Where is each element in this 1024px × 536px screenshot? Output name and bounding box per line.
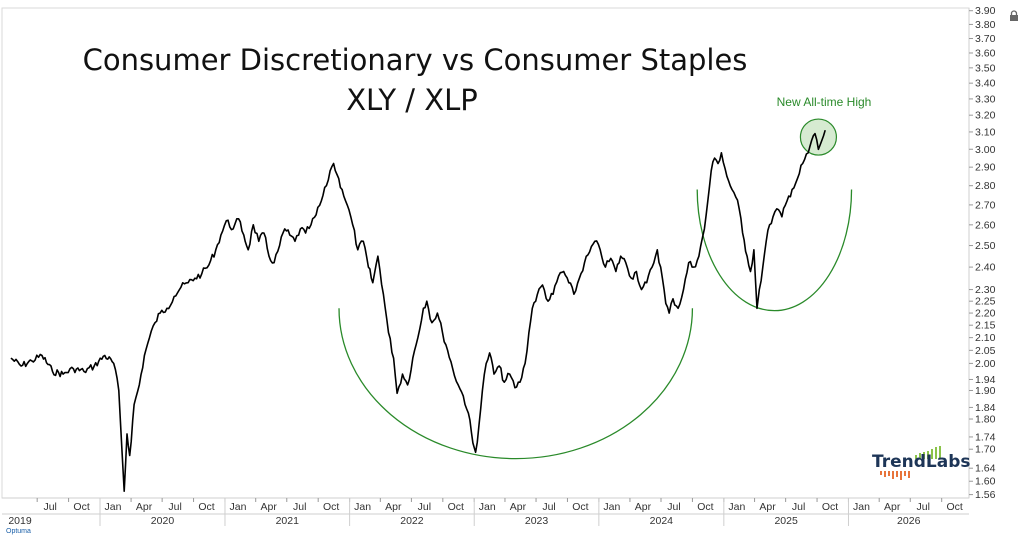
- x-month-label: Apr: [385, 501, 402, 513]
- y-tick-label: 3.80: [975, 19, 996, 31]
- trendlabs-logo: TrendLabs: [872, 446, 971, 480]
- y-tick-label: 2.40: [975, 262, 996, 274]
- series-layer: [10, 129, 826, 492]
- x-month-label: Jan: [603, 501, 620, 513]
- y-tick-label: 2.15: [975, 320, 996, 332]
- x-year-label: 2021: [276, 515, 300, 527]
- x-month-label: Jan: [105, 501, 122, 513]
- x-month-label: Jul: [792, 501, 805, 513]
- y-tick-label: 2.00: [975, 358, 996, 370]
- x-year-label: 2019: [8, 515, 32, 527]
- y-tick-label: 3.90: [975, 5, 996, 17]
- x-month-label: Jul: [667, 501, 680, 513]
- y-tick-label: 1.64: [975, 463, 996, 475]
- x-month-label: Jan: [354, 501, 371, 513]
- x-month-label: Jul: [168, 501, 181, 513]
- y-tick-label: 2.25: [975, 296, 996, 308]
- y-tick-label: 3.10: [975, 126, 996, 138]
- x-month-label: Jul: [418, 501, 431, 513]
- y-tick-label: 1.80: [975, 414, 996, 426]
- x-month-label: Oct: [323, 501, 339, 513]
- y-tick-label: 1.84: [975, 402, 996, 414]
- x-year-label: 2020: [151, 515, 175, 527]
- x-month-label: Oct: [448, 501, 464, 513]
- x-month-label: Apr: [261, 501, 278, 513]
- source-label: Optuma: [6, 528, 31, 535]
- y-tick-label: 3.30: [975, 93, 996, 105]
- x-year-label: 2022: [400, 515, 424, 527]
- y-tick-label: 3.50: [975, 62, 996, 74]
- y-tick-label: 1.70: [975, 444, 996, 456]
- x-month-label: Jul: [43, 501, 56, 513]
- x-year-label: 2024: [650, 515, 674, 527]
- y-tick-label: 2.50: [975, 240, 996, 252]
- x-month-label: Oct: [697, 501, 713, 513]
- x-month-label: Jul: [917, 501, 930, 513]
- y-tick-label: 3.40: [975, 78, 996, 90]
- x-month-label: Jan: [853, 501, 870, 513]
- arc-small-base: [696, 189, 853, 312]
- y-axis: 3.90 3.80 3.70 3.60 3.50 3.40 3.30 3.20 3.10 3.00…: [969, 5, 996, 501]
- y-tick-label: 2.10: [975, 332, 996, 344]
- chart-subtitle: XLY / XLP: [346, 83, 478, 117]
- x-month-label: Oct: [572, 501, 588, 513]
- x-month-label: Jan: [728, 501, 745, 513]
- x-month-label: Oct: [822, 501, 838, 513]
- x-month-label: Oct: [198, 501, 214, 513]
- y-tick-label: 1.60: [975, 476, 996, 488]
- x-month-label: Apr: [635, 501, 652, 513]
- y-tick-label: 2.05: [975, 345, 996, 357]
- y-tick-label: 3.70: [975, 33, 996, 45]
- logo-bars-bottom: [880, 471, 910, 480]
- x-month-label: Apr: [510, 501, 527, 513]
- y-tick-label: 2.90: [975, 162, 996, 174]
- x-year-label: 2025: [774, 515, 798, 527]
- plot-frame: [1, 7, 970, 499]
- y-tick-label: 2.30: [975, 284, 996, 296]
- x-month-label: Oct: [947, 501, 963, 513]
- y-tick-label: 1.94: [975, 374, 996, 386]
- x-year-label: 2023: [525, 515, 549, 527]
- x-month-label: Apr: [759, 501, 776, 513]
- x-month-label: Jan: [230, 501, 247, 513]
- x-month-label: Jul: [293, 501, 306, 513]
- arc-large-base: [338, 308, 694, 460]
- x-axis: Jul Oct Jan Apr Jul Oct Jan Apr Jul Oct Jan Apr Jul O…: [8, 498, 963, 527]
- y-tick-label: 2.80: [975, 180, 996, 192]
- series-line: [10, 129, 826, 492]
- y-tick-label: 2.70: [975, 199, 996, 211]
- lock-icon[interactable]: [1010, 10, 1018, 21]
- x-year-label: 2026: [897, 515, 921, 527]
- logo-bars-top: [915, 446, 941, 459]
- x-month-label: Oct: [73, 501, 89, 513]
- y-tick-label: 2.20: [975, 308, 996, 320]
- chart-title: Consumer Discretionary vs Consumer Stapl…: [83, 43, 748, 77]
- y-tick-label: 1.90: [975, 385, 996, 397]
- logo-text: TrendLabs: [872, 452, 971, 472]
- x-month-label: Jan: [479, 501, 496, 513]
- y-tick-label: 3.00: [975, 144, 996, 156]
- x-month-label: Apr: [884, 501, 901, 513]
- x-month-label: Apr: [136, 501, 153, 513]
- annotation-new-high: New All-time High: [777, 95, 872, 109]
- x-month-label: Jul: [542, 501, 555, 513]
- arc-layer: [338, 189, 853, 460]
- y-tick-label: 3.20: [975, 110, 996, 122]
- y-tick-label: 1.74: [975, 431, 996, 443]
- y-tick-label: 2.60: [975, 219, 996, 231]
- y-tick-label: 3.60: [975, 47, 996, 59]
- y-tick-label: 1.56: [975, 489, 996, 501]
